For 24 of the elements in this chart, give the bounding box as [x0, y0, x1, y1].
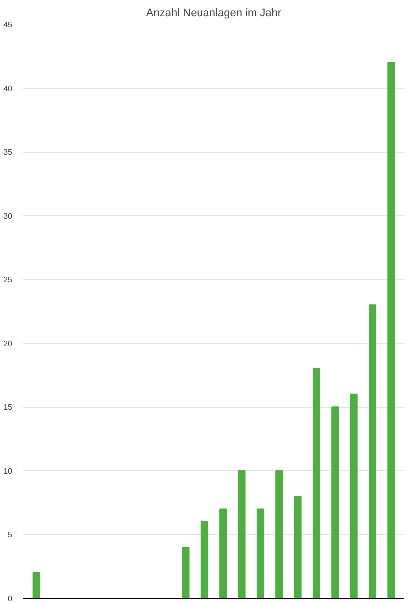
- bar: [388, 62, 396, 598]
- bar: [182, 546, 190, 598]
- y-tick-label: 25: [4, 276, 14, 285]
- chart-title: Anzahl Neuanlagen im Jahr: [146, 8, 282, 20]
- bar: [350, 394, 358, 598]
- y-tick-label: 10: [4, 466, 14, 476]
- bar: [256, 508, 264, 598]
- y-tick-label: 40: [4, 84, 14, 94]
- bar: [32, 572, 40, 598]
- bar: [294, 496, 302, 598]
- bar: [332, 406, 340, 598]
- y-tick-label: 30: [4, 212, 14, 221]
- bar: [238, 470, 246, 598]
- bar: [220, 508, 228, 598]
- bar: [368, 304, 377, 598]
- y-tick-label: 45: [4, 20, 14, 30]
- bar: [276, 470, 284, 598]
- y-tick-label: 35: [4, 148, 14, 158]
- y-tick-label: 0: [8, 594, 14, 603]
- bar: [312, 368, 320, 598]
- bar: [200, 521, 208, 598]
- y-tick-label: 5: [8, 530, 14, 540]
- y-tick-label: 15: [4, 403, 14, 412]
- y-tick-label: 20: [4, 339, 14, 348]
